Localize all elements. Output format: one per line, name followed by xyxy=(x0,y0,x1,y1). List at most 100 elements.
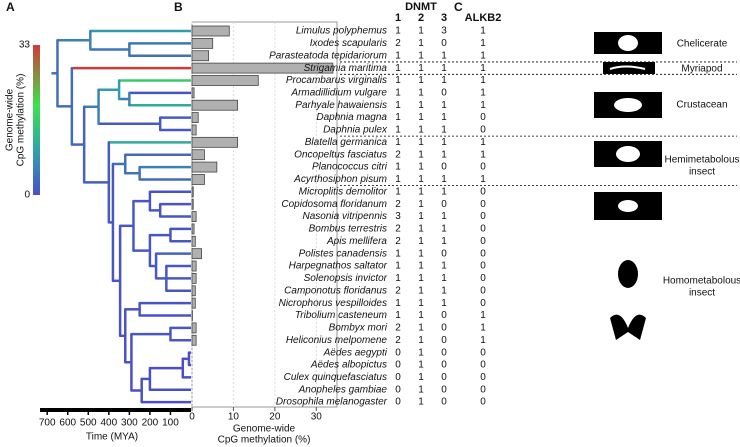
time-tick-label: 700 xyxy=(39,418,56,429)
table-cell: 1 xyxy=(395,137,401,148)
x-axis-label: CpG methylation (%) xyxy=(218,435,311,446)
table-cell: 1 xyxy=(480,174,486,185)
table-cell: 1 xyxy=(395,26,401,37)
table-column-header: 3 xyxy=(441,12,447,24)
table-cell: 1 xyxy=(441,125,447,136)
table-cell: 0 xyxy=(480,360,486,371)
table-cell: 1 xyxy=(418,174,424,185)
species-name: Daphnia magna xyxy=(316,112,387,123)
table-cell: 1 xyxy=(441,186,447,197)
bar xyxy=(191,25,230,37)
colorbar xyxy=(33,45,40,195)
bar xyxy=(191,174,205,185)
species-name: Apis mellifera xyxy=(326,236,387,247)
time-tick-label: 300 xyxy=(121,418,138,429)
table-cell: 0 xyxy=(480,372,486,383)
species-name: Aëdes albopictus xyxy=(310,360,387,371)
table-cell: 1 xyxy=(441,137,447,148)
panel-label: B xyxy=(174,0,183,14)
table-cell: 1 xyxy=(395,310,401,321)
bar xyxy=(191,285,196,297)
table-cell: 1 xyxy=(480,75,486,86)
table-cell: 0 xyxy=(480,236,486,247)
table-cell: 1 xyxy=(418,186,424,197)
bar xyxy=(191,297,196,309)
table-cell: 0 xyxy=(480,397,486,408)
table-cell: 1 xyxy=(395,112,401,123)
icons xyxy=(594,32,662,340)
colorbar-tick-label: 0 xyxy=(24,190,30,201)
table-cell: 1 xyxy=(480,38,486,49)
table-cell: 0 xyxy=(441,335,447,346)
table-cell: 0 xyxy=(480,273,486,284)
table-cell: 1 xyxy=(395,174,401,185)
table-cell: 1 xyxy=(441,174,447,185)
icon-detail xyxy=(614,98,642,112)
table-cell: 1 xyxy=(441,273,447,284)
table-cell: 1 xyxy=(395,162,401,173)
table-cell: 1 xyxy=(395,87,401,98)
table-cell: 1 xyxy=(418,149,424,160)
table-cell: 1 xyxy=(441,149,447,160)
table-column-header: ALKB2 xyxy=(465,12,502,24)
icon-butterfly xyxy=(610,314,646,340)
table-cell: 1 xyxy=(418,63,424,74)
table-cell: 1 xyxy=(418,112,424,123)
bar xyxy=(191,211,197,222)
table-cell: 1 xyxy=(418,125,424,136)
bar xyxy=(191,75,259,86)
time-tick-label: 200 xyxy=(142,418,159,429)
table-cell: 2 xyxy=(395,38,401,49)
table-cell: 0 xyxy=(480,224,486,235)
table-cell: 1 xyxy=(418,236,424,247)
table-cell: 1 xyxy=(418,162,424,173)
species-name: Parhyale hawaiensis xyxy=(295,100,387,111)
species-name: Copidosoma floridanum xyxy=(281,199,387,210)
table-cell: 3 xyxy=(395,211,401,222)
species-name: Planococcus citri xyxy=(312,162,388,173)
icon-beetle xyxy=(618,260,638,288)
species-name: Anopheles gambiae xyxy=(298,384,388,395)
bar xyxy=(191,334,197,346)
table-cell: 1 xyxy=(418,335,424,346)
table-cell: 0 xyxy=(441,199,447,210)
panel-label: C xyxy=(454,0,463,14)
table-cell: 2 xyxy=(395,149,401,160)
table-cell: 0 xyxy=(441,360,447,371)
species-name: Procambarus virginalis xyxy=(286,75,387,86)
table-cell: 1 xyxy=(418,224,424,235)
table-cell: 0 xyxy=(441,162,447,173)
table-cell: 2 xyxy=(395,335,401,346)
table-cell: 1 xyxy=(480,149,486,160)
table-cell: 1 xyxy=(418,137,424,148)
time-axis-label: Time (MYA) xyxy=(86,432,138,443)
species-name: Harpegnathos saltator xyxy=(289,261,388,272)
species-name: Strigamia maritima xyxy=(304,63,388,74)
table-cell: 1 xyxy=(480,26,486,37)
bar xyxy=(191,124,197,136)
bar xyxy=(191,198,194,210)
table-cell: 1 xyxy=(418,100,424,111)
x-tick-label: 0 xyxy=(189,412,195,423)
table-cell: 0 xyxy=(480,186,486,197)
bar xyxy=(191,87,195,99)
table-cell: 1 xyxy=(418,285,424,296)
table-cell: 0 xyxy=(480,199,486,210)
table-cell: 1 xyxy=(418,50,424,61)
table-cell: 1 xyxy=(418,199,424,210)
table-cell: 2 xyxy=(395,199,401,210)
table-cell: 1 xyxy=(441,236,447,247)
bar xyxy=(191,37,214,49)
time-tick-label: 400 xyxy=(100,418,117,429)
species-name: Culex quinquefasciatus xyxy=(284,372,387,383)
table-cell: 0 xyxy=(441,323,447,334)
table-cell: 0 xyxy=(441,38,447,49)
table-cell: 1 xyxy=(418,38,424,49)
table-cell: 2 xyxy=(395,224,401,235)
table-cell: 0 xyxy=(441,248,447,259)
table-cell: 1 xyxy=(441,63,447,74)
table-cell: 1 xyxy=(418,261,424,272)
group-label: Chelicerate xyxy=(677,39,728,50)
icon-detail xyxy=(618,35,638,51)
table-cell: 1 xyxy=(395,273,401,284)
